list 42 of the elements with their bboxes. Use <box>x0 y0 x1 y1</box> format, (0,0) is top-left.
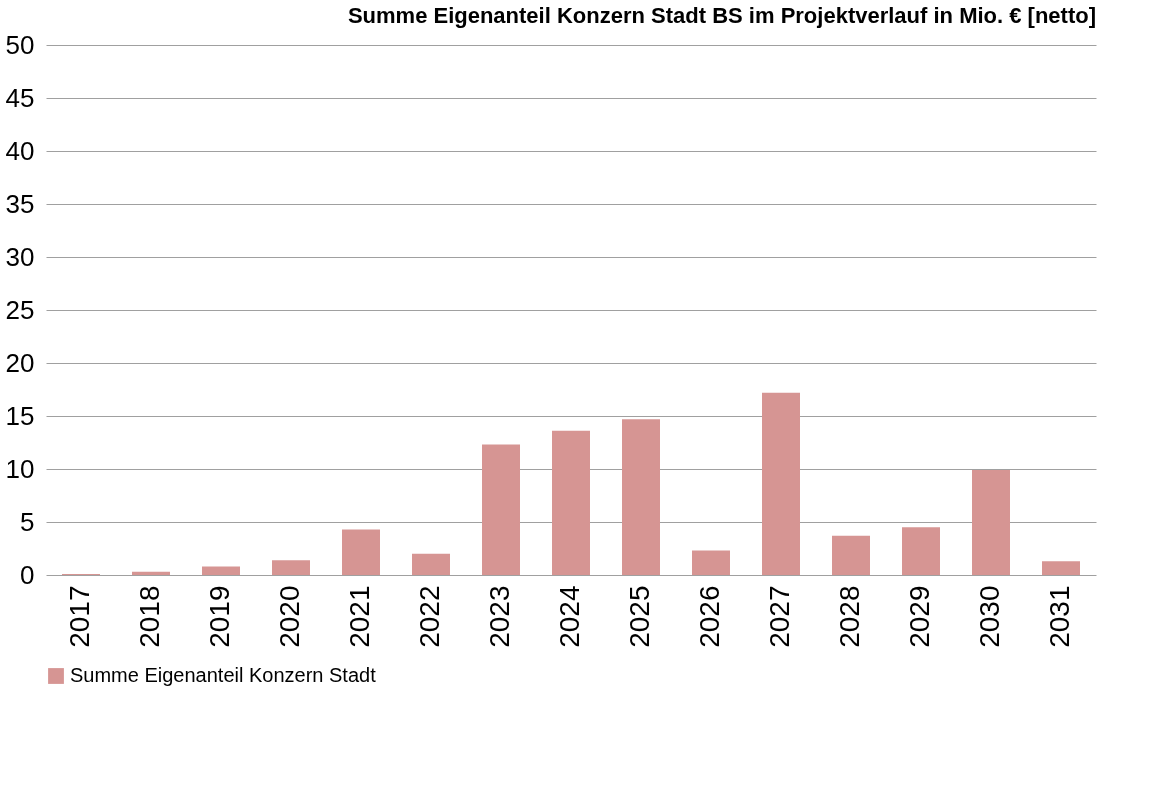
x-tick-label: 2020 <box>274 585 305 648</box>
x-tick-label: 2027 <box>764 585 795 648</box>
bar <box>272 560 310 575</box>
y-tick-label: 10 <box>5 453 35 484</box>
y-tick-label: 0 <box>20 559 35 590</box>
bar <box>202 566 240 575</box>
bar <box>622 419 660 575</box>
x-tick-label: 2018 <box>134 585 165 648</box>
y-tick-label: 35 <box>5 188 35 219</box>
bar <box>552 430 590 575</box>
bar <box>412 553 450 575</box>
bar <box>342 529 380 575</box>
x-tick-label: 2021 <box>344 585 375 648</box>
y-tick-label: 30 <box>5 241 35 272</box>
x-tick-label: 2025 <box>624 585 655 648</box>
y-tick-label: 40 <box>5 135 35 166</box>
y-tick-label: 50 <box>5 29 35 60</box>
bar <box>902 527 940 575</box>
y-tick-label: 5 <box>20 506 35 537</box>
x-tick-label: 2024 <box>554 585 585 648</box>
x-tick-label: 2029 <box>904 585 935 648</box>
x-tick-label: 2023 <box>484 585 515 648</box>
y-tick-label: 20 <box>5 347 35 378</box>
bar <box>972 470 1010 575</box>
y-tick-label: 15 <box>5 400 35 431</box>
bar <box>132 571 170 575</box>
bar <box>762 392 800 575</box>
bar <box>1042 561 1080 575</box>
bar <box>832 535 870 575</box>
y-tick-label: 25 <box>5 294 35 325</box>
x-tick-label: 2031 <box>1044 585 1075 648</box>
x-tick-label: 2030 <box>974 585 1005 648</box>
x-tick-label: 2028 <box>834 585 865 648</box>
legend-label: Summe Eigenanteil Konzern Stadt <box>70 664 377 686</box>
x-tick-label: 2019 <box>204 585 235 648</box>
x-tick-label: 2022 <box>414 585 445 648</box>
y-tick-label: 45 <box>5 82 35 113</box>
bar <box>482 444 520 575</box>
chart-title: Summe Eigenanteil Konzern Stadt BS im Projektverlauf in Mio. € [netto] <box>347 3 1096 28</box>
bar <box>692 550 730 575</box>
x-tick-label: 2017 <box>64 585 95 648</box>
x-tick-label: 2026 <box>694 585 725 648</box>
